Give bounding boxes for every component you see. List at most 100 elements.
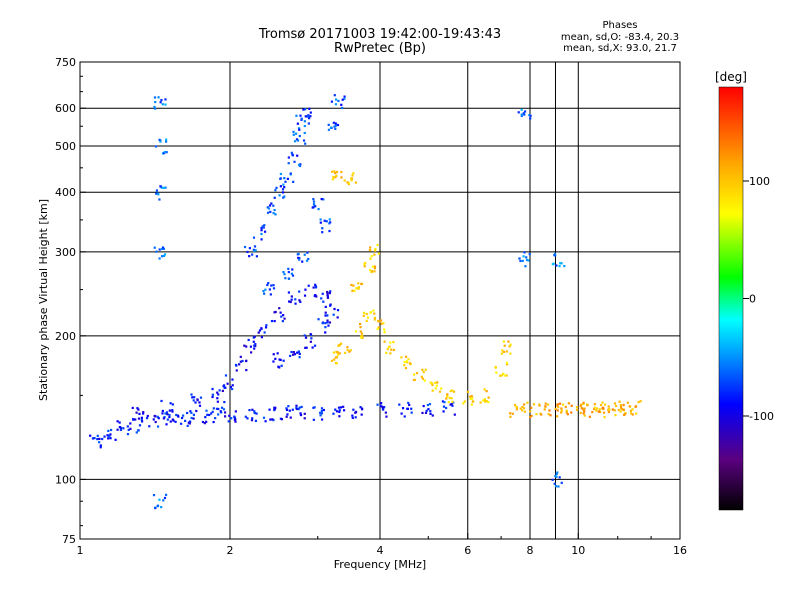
- data-point: [98, 441, 101, 444]
- data-point: [297, 408, 300, 411]
- data-point: [451, 404, 454, 407]
- data-point: [427, 408, 430, 411]
- data-point: [319, 414, 322, 417]
- data-point: [287, 267, 290, 270]
- data-point: [118, 426, 121, 429]
- data-point: [279, 311, 282, 314]
- data-point: [565, 411, 568, 414]
- data-points: [89, 94, 642, 510]
- data-point: [529, 415, 532, 419]
- data-point: [164, 140, 168, 143]
- data-point: [251, 408, 254, 411]
- data-point: [114, 438, 117, 441]
- data-point: [407, 358, 410, 361]
- data-point: [544, 402, 547, 405]
- data-point: [308, 117, 311, 120]
- data-point: [377, 326, 380, 329]
- data-point: [334, 171, 337, 175]
- data-point: [161, 246, 165, 249]
- data-point: [502, 350, 506, 353]
- data-point: [289, 172, 292, 175]
- data-point: [350, 177, 353, 180]
- data-point: [260, 327, 263, 330]
- data-point: [156, 192, 159, 195]
- data-point: [366, 316, 370, 319]
- data-point: [239, 355, 242, 358]
- data-point: [332, 412, 335, 415]
- data-point: [518, 257, 521, 260]
- data-point: [210, 412, 213, 415]
- data-point: [299, 114, 302, 117]
- data-point: [543, 408, 546, 411]
- data-point: [520, 114, 523, 117]
- data-point: [363, 263, 366, 266]
- data-point: [311, 206, 314, 209]
- data-point: [408, 362, 412, 365]
- data-point: [192, 399, 195, 402]
- data-point: [523, 110, 527, 113]
- data-point: [354, 416, 357, 419]
- data-point: [291, 274, 295, 277]
- data-point: [392, 340, 395, 344]
- data-point: [505, 350, 508, 353]
- data-point: [235, 369, 238, 372]
- data-point: [324, 326, 327, 329]
- data-point: [227, 420, 230, 423]
- data-point: [340, 103, 343, 106]
- data-point: [613, 409, 616, 412]
- data-point: [376, 327, 379, 330]
- data-point: [293, 140, 297, 143]
- data-point: [329, 290, 332, 293]
- data-point: [303, 253, 306, 256]
- data-point: [421, 377, 425, 380]
- data-point: [264, 288, 267, 291]
- data-point: [338, 409, 341, 412]
- data-point: [327, 324, 330, 327]
- data-point: [163, 150, 166, 154]
- data-point: [485, 399, 488, 403]
- data-point: [252, 236, 256, 239]
- data-point: [282, 359, 285, 362]
- data-point: [247, 338, 250, 342]
- data-point: [509, 343, 512, 346]
- data-point: [421, 411, 424, 415]
- data-point: [89, 434, 92, 437]
- data-point: [140, 418, 143, 421]
- data-point: [387, 345, 391, 349]
- data-point: [562, 403, 565, 406]
- data-point: [108, 435, 111, 438]
- data-point: [309, 340, 312, 343]
- data-point: [281, 320, 284, 323]
- data-point: [470, 403, 473, 406]
- data-point: [468, 395, 472, 398]
- data-point: [549, 414, 552, 417]
- data-point: [315, 286, 318, 289]
- y-axis-label: Stationary phase Virtual Height [km]: [37, 199, 50, 401]
- data-point: [392, 348, 396, 352]
- data-point: [554, 407, 557, 411]
- data-point: [511, 412, 514, 415]
- data-point: [266, 283, 269, 287]
- data-point: [270, 202, 273, 205]
- data-point: [339, 406, 343, 409]
- data-point: [608, 408, 611, 411]
- data-point: [329, 126, 333, 129]
- data-point: [373, 312, 376, 315]
- data-point: [161, 152, 165, 155]
- data-point: [276, 352, 279, 355]
- data-point: [304, 288, 307, 291]
- data-point: [273, 319, 276, 323]
- data-point: [525, 256, 528, 259]
- data-point: [333, 307, 336, 311]
- data-point: [302, 108, 305, 111]
- data-point: [249, 345, 253, 348]
- data-point: [333, 94, 336, 97]
- data-point: [583, 407, 586, 410]
- x-tick-label: 16: [673, 544, 687, 557]
- data-point: [343, 95, 346, 98]
- data-point: [214, 417, 217, 420]
- data-point: [198, 401, 201, 404]
- data-point: [362, 311, 366, 314]
- data-point: [639, 400, 642, 403]
- data-point: [582, 412, 585, 415]
